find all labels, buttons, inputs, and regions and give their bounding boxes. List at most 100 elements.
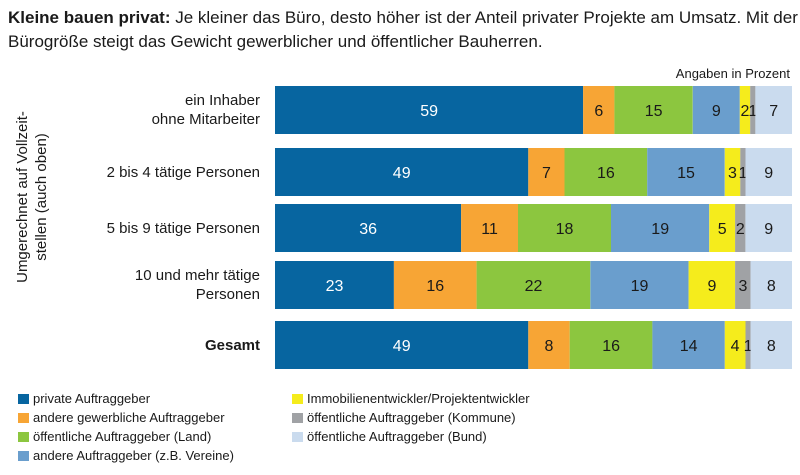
legend-label: andere gewerbliche Auftraggeber — [33, 410, 225, 425]
data-label: 19 — [651, 221, 669, 238]
data-label: 6 — [594, 103, 603, 120]
data-label: 2 — [736, 221, 745, 238]
row-label: ein Inhaber ohne Mitarbeiter — [40, 91, 260, 129]
data-label: 49 — [393, 165, 411, 182]
row-label: Gesamt — [40, 336, 260, 355]
bar-segment — [461, 204, 518, 252]
bar-segment — [275, 204, 462, 252]
bar-segment — [528, 321, 570, 369]
data-label: 15 — [645, 103, 663, 120]
data-label: 8 — [545, 338, 554, 355]
data-label: 22 — [525, 278, 543, 295]
data-label: 1 — [748, 103, 757, 120]
bar-segment — [275, 321, 529, 369]
data-label: 15 — [677, 165, 695, 182]
data-label: 3 — [728, 165, 737, 182]
bar-segment — [739, 86, 751, 134]
bar-segment — [528, 148, 565, 196]
bar-segment — [740, 148, 746, 196]
title-lead: Kleine bauen privat: — [8, 8, 171, 27]
bar-segment — [652, 321, 725, 369]
bar-segment — [724, 321, 746, 369]
bar-segment — [611, 204, 710, 252]
legend-swatch — [292, 432, 303, 442]
row-label: 2 bis 4 tätige Personen — [40, 163, 260, 182]
bar-segment — [393, 261, 477, 309]
row-label-line: 2 bis 4 tätige Personen — [106, 163, 260, 181]
legend-item: andere gewerbliche Auftraggeber — [18, 410, 225, 426]
bar-segment — [614, 86, 693, 134]
bar-segment — [275, 148, 529, 196]
bar-segment — [688, 261, 736, 309]
bar-segment — [647, 148, 725, 196]
data-label: 16 — [597, 165, 615, 182]
data-label: 9 — [707, 278, 716, 295]
legend-item: öffentliche Auftraggeber (Bund) — [292, 429, 487, 445]
bar-segment — [755, 86, 792, 134]
legend-label: öffentliche Auftraggeber (Bund) — [307, 429, 487, 444]
data-label: 49 — [393, 338, 411, 355]
data-label: 23 — [326, 278, 344, 295]
legend-swatch — [292, 413, 303, 423]
data-label: 18 — [556, 221, 574, 238]
bar-segment — [569, 321, 653, 369]
bar-segment — [275, 86, 584, 134]
legend-item: öffentliche Auftraggeber (Kommune) — [292, 410, 516, 426]
data-label: 7 — [769, 103, 778, 120]
data-label: 16 — [602, 338, 620, 355]
data-label: 19 — [631, 278, 649, 295]
bar-segment — [745, 204, 792, 252]
title-text: Je kleiner das Büro, desto höher ist der… — [8, 8, 798, 51]
row-label-line: 10 und mehr tätige — [134, 267, 260, 284]
data-label: 11 — [481, 221, 498, 238]
legend-item: Immobilienentwickler/Projektentwickler — [292, 391, 530, 407]
row-label-line: Gesamt — [204, 336, 260, 354]
chart-title: Kleine bauen privat: Je kleiner das Büro… — [8, 6, 798, 54]
legend-swatch — [18, 432, 29, 442]
bar-segment — [583, 86, 615, 134]
bar-segment — [750, 261, 792, 309]
data-label: 36 — [359, 221, 377, 238]
legend-label: Immobilienentwickler/Projektentwickler — [307, 391, 530, 406]
data-label: 3 — [738, 278, 747, 295]
legend-swatch — [18, 413, 29, 423]
bar-segment — [275, 261, 394, 309]
legend-swatch — [292, 394, 303, 404]
legend-label: andere Auftraggeber (z.B. Vereine) — [33, 448, 234, 463]
bar-segment — [564, 148, 648, 196]
data-label: 9 — [764, 221, 773, 238]
bar-segment — [745, 148, 792, 196]
bar-segment — [590, 261, 689, 309]
bar-segment — [476, 261, 591, 309]
bar-segment — [735, 204, 746, 252]
data-label: 7 — [542, 165, 551, 182]
row-label: 5 bis 9 tätige Personen — [40, 219, 260, 238]
legend-item: öffentliche Auftraggeber (Land) — [18, 429, 211, 445]
bar-segment — [750, 321, 792, 369]
legend-label: öffentliche Auftraggeber (Kommune) — [307, 410, 516, 425]
legend-swatch — [18, 394, 29, 404]
bar-segment — [518, 204, 612, 252]
legend-label: öffentliche Auftraggeber (Land) — [33, 429, 212, 444]
data-label: 8 — [767, 338, 776, 355]
data-label: 9 — [764, 165, 773, 182]
row-label-line: ohne Mitarbeiter — [151, 111, 260, 128]
bar-segment — [709, 204, 736, 252]
legend-label: private Auftraggeber — [33, 391, 151, 406]
bar-segment — [750, 86, 756, 134]
legend-item: andere Auftraggeber (z.B. Vereine) — [18, 448, 234, 464]
bar-segment — [745, 321, 751, 369]
data-label: 1 — [738, 165, 747, 182]
row-label-line: Personen — [195, 286, 260, 303]
data-label: 9 — [712, 103, 721, 120]
unit-note: Angaben in Prozent — [675, 66, 790, 81]
legend-item: private Auftraggeber — [18, 391, 150, 407]
data-label: 5 — [718, 221, 727, 238]
data-label: 8 — [767, 278, 776, 295]
data-label: 2 — [741, 103, 750, 120]
bar-segment — [724, 148, 741, 196]
bar-segment — [735, 261, 751, 309]
row-label-line: 5 bis 9 tätige Personen — [106, 219, 260, 237]
row-label: 10 und mehr tätige Personen — [40, 266, 260, 304]
data-label: 1 — [744, 338, 753, 355]
